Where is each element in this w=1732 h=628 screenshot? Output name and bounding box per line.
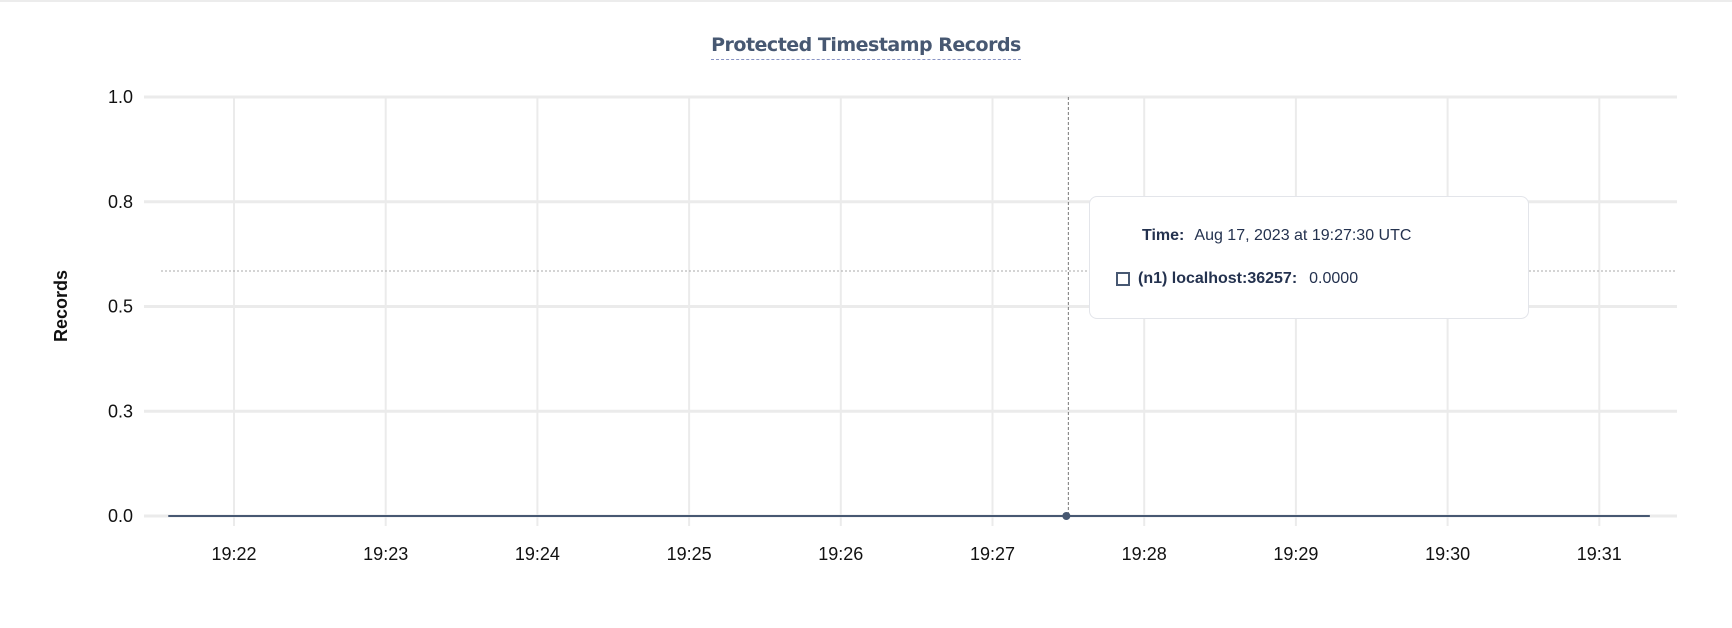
x-tick-label: 19:26	[818, 544, 863, 564]
x-tick-label: 19:25	[667, 544, 712, 564]
x-tick-label: 19:29	[1273, 544, 1318, 564]
x-tick-label: 19:22	[211, 544, 256, 564]
x-tick-label: 19:24	[515, 544, 560, 564]
tooltip-time-label: Time:	[1142, 227, 1185, 244]
tooltip-time-value: Aug 17, 2023 at 19:27:30 UTC	[1194, 227, 1412, 244]
tooltip-time: Time: Aug 17, 2023 at 19:27:30 UTC	[1142, 227, 1411, 245]
hover-point	[1062, 512, 1071, 520]
panel-border	[0, 0, 1732, 2]
x-tick-label: 19:27	[970, 544, 1015, 564]
y-tick-label: 0.3	[108, 401, 133, 421]
tooltip-series: (n1) localhost:36257: 0.0000	[1116, 270, 1358, 288]
y-tick-label: 0.8	[108, 192, 133, 212]
x-tick-label: 19:31	[1577, 544, 1622, 564]
tooltip-series-value: 0.0000	[1309, 270, 1359, 287]
y-axis-label: Records	[51, 270, 71, 342]
x-tick-label: 19:30	[1425, 544, 1470, 564]
chart-tooltip: Time: Aug 17, 2023 at 19:27:30 UTC (n1) l…	[1089, 196, 1529, 319]
tooltip-series-label: (n1) localhost:36257:	[1138, 270, 1298, 287]
series-swatch-icon	[1116, 272, 1130, 286]
chart-title-wrap: Protected Timestamp Records	[0, 34, 1732, 60]
x-tick-label: 19:23	[363, 544, 408, 564]
y-tick-label: 0.0	[108, 506, 133, 526]
chart-title[interactable]: Protected Timestamp Records	[711, 34, 1021, 60]
x-tick-label: 19:28	[1122, 544, 1167, 564]
y-tick-label: 1.0	[108, 87, 133, 107]
y-tick-label: 0.5	[108, 297, 133, 317]
